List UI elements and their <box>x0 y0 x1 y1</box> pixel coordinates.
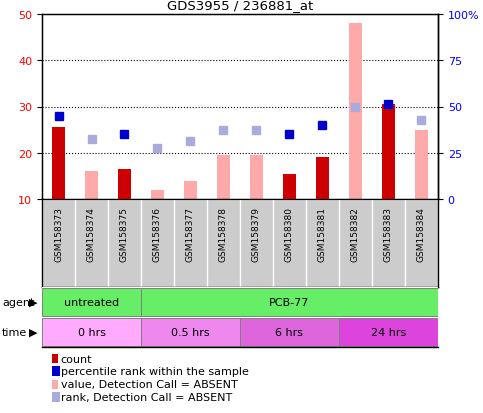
Text: GSM158373: GSM158373 <box>54 206 63 261</box>
Text: GSM158377: GSM158377 <box>186 206 195 261</box>
Text: GSM158379: GSM158379 <box>252 206 261 261</box>
Text: count: count <box>61 354 92 363</box>
Text: GSM158374: GSM158374 <box>87 206 96 261</box>
Bar <box>339 318 438 347</box>
Bar <box>42 288 141 317</box>
Text: PCB-77: PCB-77 <box>270 297 310 307</box>
Bar <box>349 24 362 199</box>
Text: rank, Detection Call = ABSENT: rank, Detection Call = ABSENT <box>61 392 232 402</box>
Bar <box>42 318 141 347</box>
Text: GSM158382: GSM158382 <box>351 206 360 261</box>
Text: GSM158384: GSM158384 <box>417 206 426 261</box>
Bar <box>141 318 240 347</box>
Text: ▶: ▶ <box>28 297 37 307</box>
Bar <box>250 156 263 199</box>
Text: GSM158376: GSM158376 <box>153 206 162 261</box>
Title: GDS3955 / 236881_at: GDS3955 / 236881_at <box>167 0 313 12</box>
Bar <box>85 172 98 199</box>
Bar <box>141 288 438 317</box>
Text: 0.5 hrs: 0.5 hrs <box>171 327 210 337</box>
Text: time: time <box>2 327 27 337</box>
Bar <box>382 105 395 199</box>
Text: 6 hrs: 6 hrs <box>275 327 303 337</box>
Text: 0 hrs: 0 hrs <box>77 327 105 337</box>
Text: percentile rank within the sample: percentile rank within the sample <box>61 366 249 376</box>
Bar <box>118 169 131 199</box>
Text: GSM158375: GSM158375 <box>120 206 129 261</box>
Text: agent: agent <box>2 297 34 307</box>
Text: GSM158381: GSM158381 <box>318 206 327 261</box>
Bar <box>240 318 339 347</box>
Text: untreated: untreated <box>64 297 119 307</box>
Text: 24 hrs: 24 hrs <box>371 327 406 337</box>
Text: GSM158378: GSM158378 <box>219 206 228 261</box>
Text: ▶: ▶ <box>28 327 37 337</box>
Bar <box>415 131 428 199</box>
Bar <box>217 156 230 199</box>
Bar <box>184 181 197 199</box>
Bar <box>283 174 296 199</box>
Text: GSM158380: GSM158380 <box>285 206 294 261</box>
Text: value, Detection Call = ABSENT: value, Detection Call = ABSENT <box>61 379 238 389</box>
Text: GSM158383: GSM158383 <box>384 206 393 261</box>
Bar <box>52 128 65 199</box>
Bar <box>151 190 164 199</box>
Bar <box>316 158 329 199</box>
